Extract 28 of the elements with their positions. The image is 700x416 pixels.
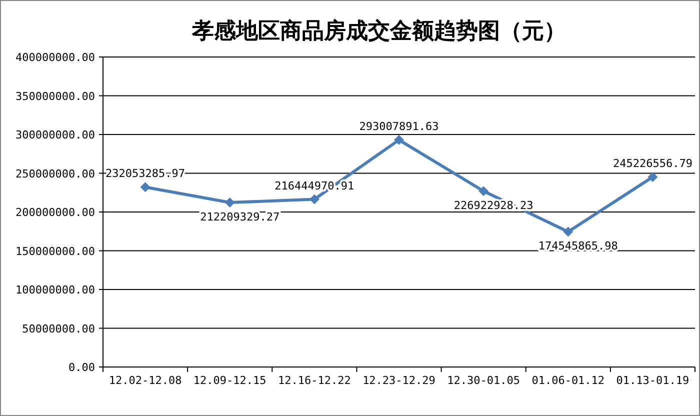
y-tick-label: 150000000.00 bbox=[16, 244, 95, 258]
y-tick-label: 200000000.00 bbox=[16, 206, 95, 219]
point bbox=[394, 134, 404, 145]
y-tick-label: 350000000.00 bbox=[16, 90, 95, 103]
x-tick-label: 12.16-12.22 bbox=[278, 374, 351, 387]
data-label: 293007891.63 bbox=[359, 120, 439, 133]
point bbox=[224, 198, 235, 208]
y-tick-label: 400000000.00 bbox=[16, 51, 95, 64]
y-tick-label: 100000000.00 bbox=[16, 284, 95, 296]
chart-title: 孝感地区商品房成交金额趋势图（元） bbox=[191, 18, 566, 43]
x-tick-label: 12.02-12.08 bbox=[108, 374, 182, 387]
point bbox=[563, 226, 574, 237]
data-label: 174545865.98 bbox=[538, 240, 618, 253]
x-tick-label: 12.09-12.15 bbox=[193, 374, 266, 387]
point bbox=[140, 182, 150, 192]
y-tick-label: 0.00 bbox=[68, 361, 95, 374]
data-label: 245226556.79 bbox=[612, 156, 692, 170]
x-tick-label: 01.06-01.12 bbox=[532, 374, 605, 387]
y-tick-label: 300000000.00 bbox=[16, 128, 95, 142]
x-tick-label: 12.30-01.05 bbox=[447, 374, 520, 387]
x-tick-label: 01.13-01.19 bbox=[616, 374, 690, 387]
point bbox=[309, 194, 320, 204]
y-tick-label: 250000000.00 bbox=[16, 167, 95, 180]
point bbox=[478, 186, 489, 196]
point bbox=[648, 172, 658, 182]
y-tick-label: 50000000.00 bbox=[22, 322, 95, 336]
x-tick-label: 12.23-12.29 bbox=[362, 374, 436, 387]
data-label: 212209329.27 bbox=[200, 210, 280, 224]
